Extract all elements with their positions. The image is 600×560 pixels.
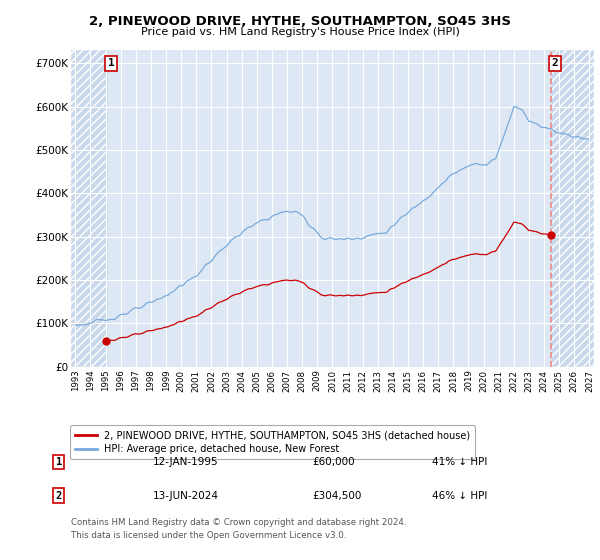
Text: 2, PINEWOOD DRIVE, HYTHE, SOUTHAMPTON, SO45 3HS: 2, PINEWOOD DRIVE, HYTHE, SOUTHAMPTON, S…: [89, 15, 511, 28]
Bar: [71, 50, 107, 367]
Legend: 2, PINEWOOD DRIVE, HYTHE, SOUTHAMPTON, SO45 3HS (detached house), HPI: Average p: 2, PINEWOOD DRIVE, HYTHE, SOUTHAMPTON, S…: [70, 426, 475, 459]
Text: Contains HM Land Registry data © Crown copyright and database right 2024.
This d: Contains HM Land Registry data © Crown c…: [71, 519, 406, 540]
Text: 2: 2: [552, 58, 559, 68]
Text: 46% ↓ HPI: 46% ↓ HPI: [432, 491, 487, 501]
Text: 13-JUN-2024: 13-JUN-2024: [153, 491, 219, 501]
Text: £60,000: £60,000: [312, 457, 355, 467]
Text: 2: 2: [56, 491, 62, 501]
Text: 41% ↓ HPI: 41% ↓ HPI: [432, 457, 487, 467]
Text: 1: 1: [56, 457, 62, 467]
Bar: [551, 50, 594, 367]
Bar: [71, 50, 107, 367]
Text: 12-JAN-1995: 12-JAN-1995: [153, 457, 218, 467]
Text: 1: 1: [107, 58, 114, 68]
Text: £304,500: £304,500: [312, 491, 361, 501]
Bar: [551, 50, 594, 367]
Text: Price paid vs. HM Land Registry's House Price Index (HPI): Price paid vs. HM Land Registry's House …: [140, 27, 460, 38]
